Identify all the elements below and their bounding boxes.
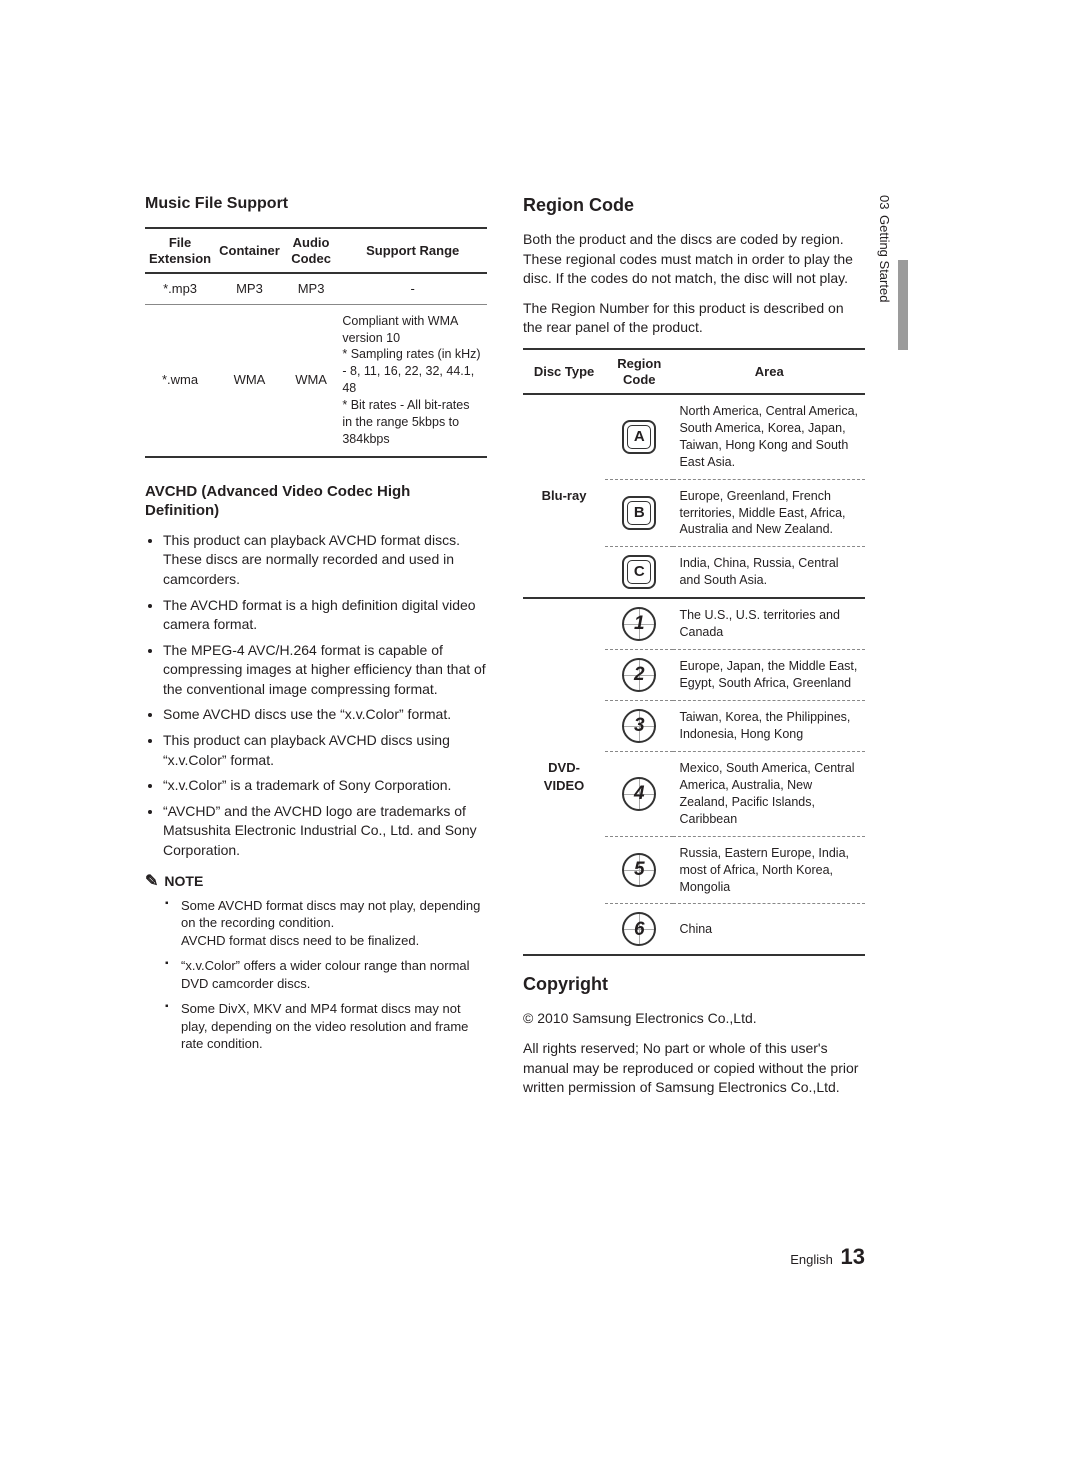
col-region-code: RegionCode — [605, 349, 673, 394]
list-item: This product can playback AVCHD discs us… — [163, 731, 487, 770]
region-c-icon: C — [622, 555, 656, 589]
region-4-icon: 4 — [622, 777, 656, 811]
right-column: Region Code Both the product and the dis… — [523, 195, 865, 1108]
region-code-cell: 1 — [605, 598, 673, 650]
copyright-heading: Copyright — [523, 974, 865, 995]
chapter-title: Getting Started — [877, 215, 892, 302]
col-file-extension: FileExtension — [145, 228, 215, 273]
note-heading: ✎ NOTE — [145, 871, 487, 891]
list-item: Some AVCHD format discs may not play, de… — [181, 897, 487, 950]
cell-ext: *.mp3 — [145, 273, 215, 304]
region-code-cell: 4 — [605, 752, 673, 837]
copyright-line-2: All rights reserved; No part or whole of… — [523, 1039, 865, 1098]
area-cell: Europe, Japan, the Middle East, Egypt, S… — [673, 650, 865, 701]
list-item: Some DivX, MKV and MP4 format discs may … — [181, 1000, 487, 1053]
col-audio-codec: AudioCodec — [284, 228, 339, 273]
table-row: *.wma WMA WMA Compliant with WMA version… — [145, 304, 487, 457]
list-item: This product can playback AVCHD format d… — [163, 531, 487, 590]
footer-language: English — [790, 1252, 833, 1267]
list-item: The AVCHD format is a high definition di… — [163, 596, 487, 635]
region-a-icon: A — [622, 420, 656, 454]
table-row: DVD-VIDEO 1 The U.S., U.S. territories a… — [523, 598, 865, 650]
note-label: NOTE — [164, 873, 203, 889]
table-row: Blu-ray A North America, Central America… — [523, 394, 865, 479]
area-cell: Mexico, South America, Central America, … — [673, 752, 865, 837]
region-code-cell: 5 — [605, 836, 673, 904]
list-item: “x.v.Color” is a trademark of Sony Corpo… — [163, 776, 487, 796]
page-footer: English 13 — [145, 1244, 865, 1270]
region-code-cell: B — [605, 479, 673, 547]
region-code-cell: 2 — [605, 650, 673, 701]
left-column: Music File Support FileExtension Contain… — [145, 195, 487, 1108]
cell-container: WMA — [215, 304, 284, 457]
side-chapter-tab: 03 Getting Started — [877, 195, 892, 303]
music-file-support-table: FileExtension Container AudioCodec Suppo… — [145, 227, 487, 458]
region-code-heading: Region Code — [523, 195, 865, 216]
note-list: Some AVCHD format discs may not play, de… — [145, 897, 487, 1053]
region-code-cell: 6 — [605, 904, 673, 956]
area-cell: Russia, Eastern Europe, India, most of A… — [673, 836, 865, 904]
area-cell: China — [673, 904, 865, 956]
cell-codec: MP3 — [284, 273, 339, 304]
list-item: Some AVCHD discs use the “x.v.Color” for… — [163, 705, 487, 725]
disc-type-dvd: DVD-VIDEO — [523, 598, 605, 955]
side-tab-bar — [898, 260, 908, 350]
region-b-icon: B — [622, 496, 656, 530]
region-6-icon: 6 — [622, 912, 656, 946]
area-cell: North America, Central America, South Am… — [673, 394, 865, 479]
col-support-range: Support Range — [338, 228, 487, 273]
area-cell: The U.S., U.S. territories and Canada — [673, 598, 865, 650]
col-disc-type: Disc Type — [523, 349, 605, 394]
region-code-cell: A — [605, 394, 673, 479]
list-item: The MPEG-4 AVC/H.264 format is capable o… — [163, 641, 487, 700]
region-3-icon: 3 — [622, 709, 656, 743]
cell-ext: *.wma — [145, 304, 215, 457]
table-row: *.mp3 MP3 MP3 - — [145, 273, 487, 304]
disc-type-bluray: Blu-ray — [523, 394, 605, 598]
chapter-number: 03 — [877, 195, 892, 209]
avchd-heading: AVCHD (Advanced Video Codec High Definit… — [145, 482, 487, 521]
avchd-bullet-list: This product can playback AVCHD format d… — [145, 531, 487, 861]
region-code-cell: C — [605, 547, 673, 599]
area-cell: India, China, Russia, Central and South … — [673, 547, 865, 599]
music-file-support-heading: Music File Support — [145, 195, 487, 213]
copyright-line-1: © 2010 Samsung Electronics Co.,Ltd. — [523, 1009, 865, 1029]
region-code-cell: 3 — [605, 701, 673, 752]
list-item: “AVCHD” and the AVCHD logo are trademark… — [163, 802, 487, 861]
list-item: “x.v.Color” offers a wider colour range … — [181, 957, 487, 992]
region-intro-1: Both the product and the discs are coded… — [523, 230, 865, 289]
col-area: Area — [673, 349, 865, 394]
region-1-icon: 1 — [622, 607, 656, 641]
region-intro-2: The Region Number for this product is de… — [523, 299, 865, 338]
page-content: Music File Support FileExtension Contain… — [145, 195, 865, 1108]
cell-support: - — [338, 273, 487, 304]
region-5-icon: 5 — [622, 853, 656, 887]
cell-support: Compliant with WMA version 10* Sampling … — [338, 304, 487, 457]
region-2-icon: 2 — [622, 658, 656, 692]
col-container: Container — [215, 228, 284, 273]
pencil-icon: ✎ — [145, 871, 158, 891]
region-code-table: Disc Type RegionCode Area Blu-ray A Nort… — [523, 348, 865, 956]
page-number: 13 — [841, 1244, 865, 1269]
cell-codec: WMA — [284, 304, 339, 457]
area-cell: Europe, Greenland, French territories, M… — [673, 479, 865, 547]
area-cell: Taiwan, Korea, the Philippines, Indonesi… — [673, 701, 865, 752]
cell-container: MP3 — [215, 273, 284, 304]
